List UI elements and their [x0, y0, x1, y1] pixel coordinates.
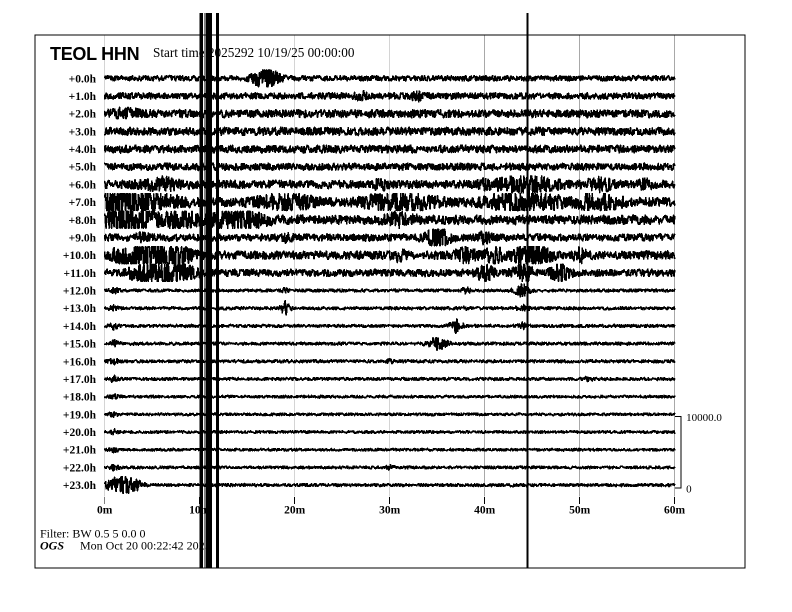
svg-text:0m: 0m: [97, 505, 113, 517]
svg-text:10m: 10m: [189, 505, 211, 517]
svg-text:+16.0h: +16.0h: [63, 356, 97, 368]
svg-text:+10.0h: +10.0h: [63, 250, 97, 262]
svg-text:+20.0h: +20.0h: [63, 427, 97, 439]
svg-text:+18.0h: +18.0h: [63, 392, 97, 404]
svg-text:+5.0h: +5.0h: [69, 162, 97, 174]
svg-text:TEOL HHN: TEOL HHN: [50, 44, 139, 64]
svg-text:+0.0h: +0.0h: [69, 73, 97, 85]
svg-text:+4.0h: +4.0h: [69, 144, 97, 156]
svg-text:30m: 30m: [379, 505, 401, 517]
svg-text:OGS: OGS: [40, 539, 64, 553]
svg-text:+9.0h: +9.0h: [69, 232, 97, 244]
svg-text:50m: 50m: [569, 505, 591, 517]
svg-text:0: 0: [686, 484, 692, 496]
svg-text:+19.0h: +19.0h: [63, 409, 97, 421]
svg-text:+6.0h: +6.0h: [69, 179, 97, 191]
svg-text:+1.0h: +1.0h: [69, 91, 97, 103]
svg-text:+13.0h: +13.0h: [63, 303, 97, 315]
svg-text:+23.0h: +23.0h: [63, 480, 97, 492]
svg-text:+14.0h: +14.0h: [63, 321, 97, 333]
svg-text:+17.0h: +17.0h: [63, 374, 97, 386]
svg-text:+2.0h: +2.0h: [69, 109, 97, 121]
svg-text:+15.0h: +15.0h: [63, 339, 97, 351]
svg-text:60m: 60m: [664, 505, 686, 517]
svg-text:Start time 2025292 10/19/25 00: Start time 2025292 10/19/25 00:00:00: [153, 45, 355, 60]
svg-text:+21.0h: +21.0h: [63, 445, 97, 457]
svg-text:+12.0h: +12.0h: [63, 286, 97, 298]
svg-text:20m: 20m: [284, 505, 306, 517]
svg-text:10000.0: 10000.0: [686, 412, 722, 424]
svg-text:40m: 40m: [474, 505, 496, 517]
svg-text:+3.0h: +3.0h: [69, 126, 97, 138]
svg-text:+8.0h: +8.0h: [69, 215, 97, 227]
svg-text:Mon Oct 20 00:22:42 2025: Mon Oct 20 00:22:42 2025: [80, 539, 211, 553]
svg-text:+22.0h: +22.0h: [63, 462, 97, 474]
svg-text:+11.0h: +11.0h: [64, 268, 97, 280]
svg-text:+7.0h: +7.0h: [69, 197, 97, 209]
